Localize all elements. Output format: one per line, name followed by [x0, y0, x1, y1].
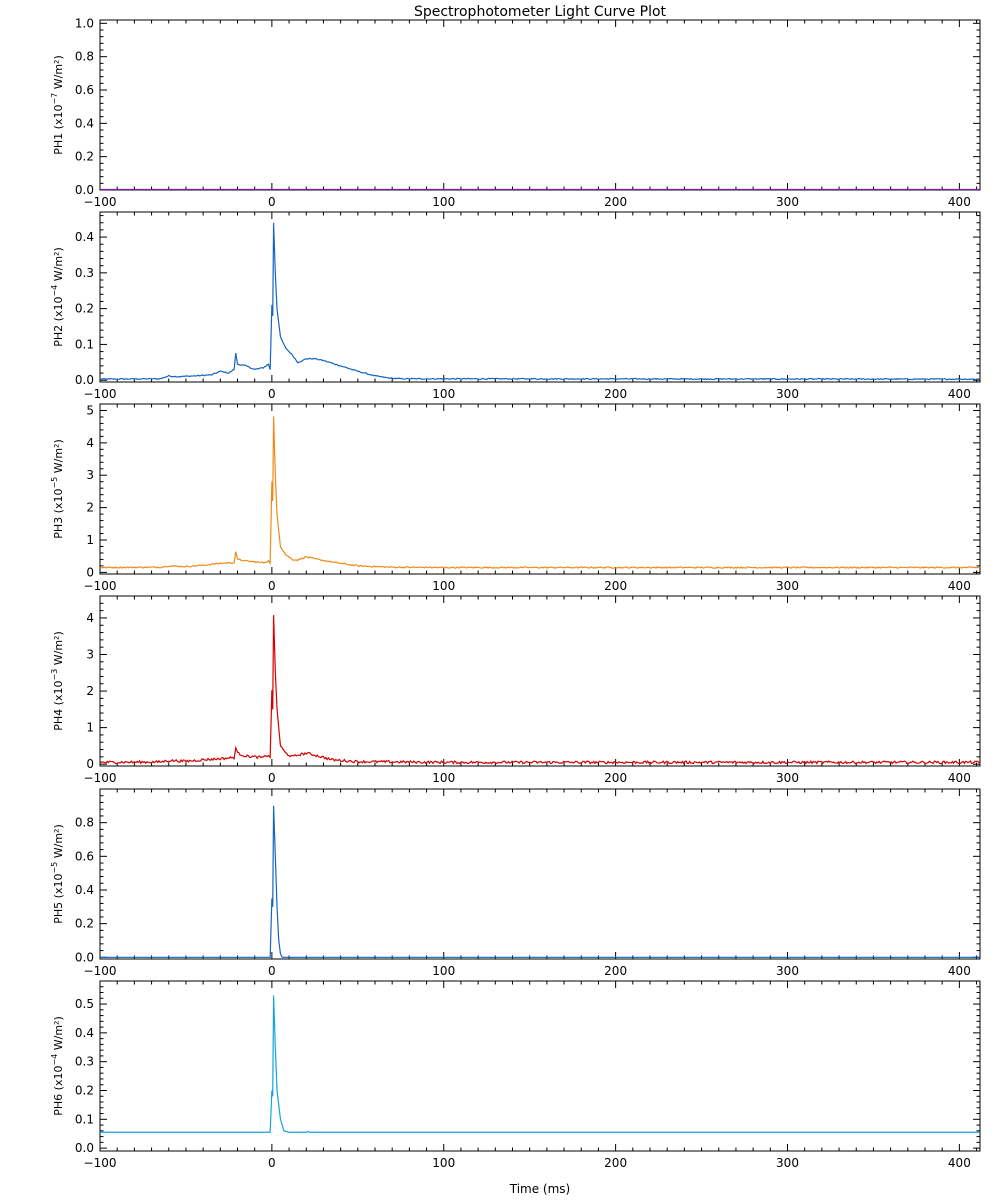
series-line-ph4 — [99, 615, 981, 765]
y-tick-label: 0.0 — [75, 373, 94, 387]
y-tick-label: 0.2 — [75, 150, 94, 164]
y-tick-label: 0.2 — [75, 917, 94, 931]
y-tick-label: 0 — [86, 757, 94, 771]
y-tick-label: 0.0 — [75, 950, 94, 964]
x-tick-label: 400 — [948, 771, 971, 785]
y-tick-label: 0.0 — [75, 1141, 94, 1155]
y-tick-label: 0.4 — [75, 883, 94, 897]
y-axis-label: PH4 (x10−3 W/m²) — [50, 631, 65, 731]
panel-frame — [99, 980, 981, 1152]
chart-title: Spectrophotometer Light Curve Plot — [414, 4, 667, 20]
x-tick-label: −100 — [84, 964, 117, 978]
x-tick-label: 400 — [948, 579, 971, 593]
panel-ph1: −100 0 100 200 300 400 0.0 0.2 0.4 0.6 0.8 1.0 PH1 (… — [50, 16, 981, 209]
x-tick-label: 400 — [948, 964, 971, 978]
panel-frame — [99, 788, 981, 960]
y-axis-label: PH6 (x10−4 W/m²) — [50, 1016, 65, 1116]
y-tick-label: 0.4 — [75, 116, 94, 130]
y-tick-label: 1 — [86, 721, 94, 735]
series-line-ph2 — [99, 222, 981, 381]
y-tick-label: 1 — [86, 533, 94, 547]
y-tick-label: 2 — [86, 501, 94, 515]
x-tick-label: 400 — [948, 195, 971, 209]
y-tick-label: 5 — [86, 403, 94, 417]
y-tick-label: 0.3 — [75, 266, 94, 280]
x-tick-label: 100 — [432, 195, 455, 209]
x-tick-label: 300 — [776, 1156, 799, 1170]
panel-frame — [99, 403, 981, 575]
x-tick-label: 0 — [268, 964, 276, 978]
y-tick-label: 0.2 — [75, 1083, 94, 1097]
y-axis-label: PH5 (x10−5 W/m²) — [50, 824, 65, 924]
series-line-ph5 — [100, 805, 980, 958]
x-tick-label: 300 — [776, 964, 799, 978]
x-tick-label: 300 — [776, 579, 799, 593]
y-tick-label: 0.5 — [75, 997, 94, 1011]
x-tick-label: 400 — [948, 1156, 971, 1170]
y-tick-label: 0.4 — [75, 230, 94, 244]
y-tick-label: 0.4 — [75, 1026, 94, 1040]
series-line-ph6 — [100, 995, 980, 1133]
y-tick-label: 0.1 — [75, 337, 94, 351]
y-tick-label: 2 — [86, 684, 94, 698]
panel-ph5: −100 0 100 200 300 400 0.0 0.2 0.4 0.6 0.8 PH5 (x10… — [50, 788, 981, 978]
x-tick-label: 300 — [776, 771, 799, 785]
panel-ph2: −100 0 100 200 300 400 0.0 0.1 0.2 0.3 0.4 PH2 (x10… — [50, 211, 981, 401]
x-tick-label: 200 — [604, 1156, 627, 1170]
x-tick-label: −100 — [84, 387, 117, 401]
y-tick-label: 0.8 — [75, 50, 94, 64]
x-tick-label: 200 — [604, 387, 627, 401]
x-tick-label: 200 — [604, 195, 627, 209]
x-tick-label: 100 — [432, 579, 455, 593]
x-tick-label: 200 — [604, 579, 627, 593]
y-tick-label: 0.6 — [75, 849, 94, 863]
x-tick-label: 100 — [432, 387, 455, 401]
y-tick-label: 0 — [86, 565, 94, 579]
y-tick-label: 3 — [86, 468, 94, 482]
x-tick-label: 300 — [776, 387, 799, 401]
y-tick-label: 0.0 — [75, 183, 94, 197]
panel-ph6: −100 0 100 200 300 400 0.0 0.1 0.2 0.3 0.4 0.5 PH6 (… — [50, 980, 981, 1170]
x-tick-label: 200 — [604, 771, 627, 785]
y-tick-label: 0.6 — [75, 83, 94, 97]
x-tick-label: −100 — [84, 579, 117, 593]
y-axis-label: PH3 (x10−5 W/m²) — [50, 439, 65, 539]
x-axis-label: Time (ms) — [509, 1182, 571, 1196]
y-tick-label: 0.2 — [75, 302, 94, 316]
panel-frame — [99, 211, 981, 383]
x-tick-label: 400 — [948, 387, 971, 401]
y-tick-label: 4 — [86, 611, 94, 625]
x-tick-label: −100 — [84, 195, 117, 209]
x-tick-label: 0 — [268, 195, 276, 209]
x-tick-label: 0 — [268, 579, 276, 593]
y-tick-label: 3 — [86, 647, 94, 661]
x-tick-label: −100 — [84, 771, 117, 785]
x-tick-label: 200 — [604, 964, 627, 978]
y-tick-label: 0.8 — [75, 816, 94, 830]
x-tick-label: 100 — [432, 1156, 455, 1170]
x-tick-label: 300 — [776, 195, 799, 209]
x-tick-label: 0 — [268, 771, 276, 785]
y-tick-label: 0.3 — [75, 1055, 94, 1069]
y-axis-label: PH2 (x10−4 W/m²) — [50, 247, 65, 347]
series-line-ph3 — [99, 416, 981, 569]
panel-frame — [99, 19, 981, 191]
y-axis-label: PH1 (x10−7 W/m²) — [50, 55, 65, 155]
y-tick-label: 0.1 — [75, 1112, 94, 1126]
y-tick-label: 1.0 — [75, 16, 94, 30]
y-tick-label: 4 — [86, 436, 94, 450]
x-tick-label: 100 — [432, 964, 455, 978]
x-tick-label: 0 — [268, 1156, 276, 1170]
panel-frame — [99, 595, 981, 767]
x-tick-label: −100 — [84, 1156, 117, 1170]
x-tick-label: 100 — [432, 771, 455, 785]
x-tick-label: 0 — [268, 387, 276, 401]
